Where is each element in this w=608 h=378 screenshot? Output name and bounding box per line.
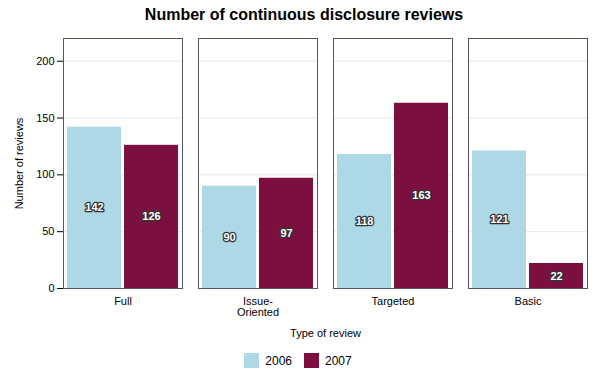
html-text:Number of continuous disclosur: Number of continuous disclosure reviews (144, 6, 464, 23)
svg-text:Targeted: Targeted (372, 295, 415, 307)
svg-text:121: 121 (490, 213, 508, 225)
svg-text:Issue-Oriented: Issue-Oriented (237, 295, 279, 318)
svg-text:97: 97 (280, 227, 292, 239)
svg-text:118: 118 (356, 215, 374, 227)
svg-text:90: 90 (223, 231, 235, 243)
svg-text:Type of review: Type of review (290, 327, 361, 339)
svg-text:50: 50 (42, 225, 54, 237)
svg-text:150: 150 (36, 112, 54, 124)
svg-text:126: 126 (142, 210, 160, 222)
svg-text:100: 100 (36, 168, 54, 180)
html-text:2006: 2006 (265, 353, 292, 368)
svg-text:22: 22 (550, 270, 562, 282)
html-text:2007: 2007 (325, 353, 352, 368)
svg-text:0: 0 (48, 282, 54, 294)
svg-text:163: 163 (412, 189, 430, 201)
svg-text:Basic: Basic (515, 295, 542, 307)
svg-text:Full: Full (114, 295, 132, 307)
svg-text:142: 142 (85, 201, 103, 213)
svg-text:200: 200 (36, 55, 54, 67)
svg-text:Number of reviews: Number of reviews (13, 117, 25, 209)
